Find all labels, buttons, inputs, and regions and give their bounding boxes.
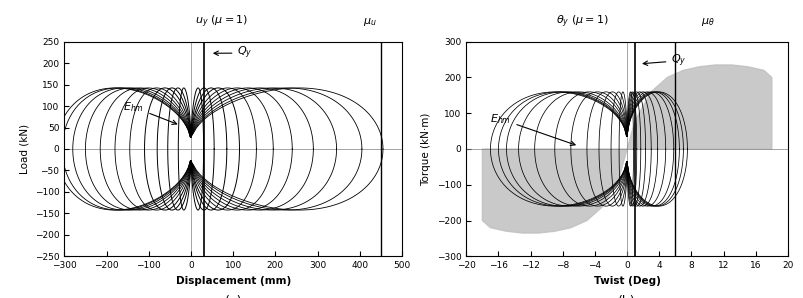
Text: (a): (a) — [224, 295, 242, 298]
Text: $E_{hm}$: $E_{hm}$ — [124, 100, 177, 124]
Polygon shape — [482, 149, 626, 233]
Text: $\mu_\theta$: $\mu_\theta$ — [699, 16, 714, 28]
Text: (b): (b) — [618, 295, 635, 298]
X-axis label: Displacement (mm): Displacement (mm) — [175, 276, 291, 286]
Polygon shape — [626, 65, 771, 149]
Text: $\theta_y\ (\mu = 1)$: $\theta_y\ (\mu = 1)$ — [556, 13, 609, 30]
Text: $Q_y$: $Q_y$ — [642, 52, 686, 69]
Text: $\mu_u$: $\mu_u$ — [362, 16, 377, 28]
Text: $u_y\ (\mu = 1)$: $u_y\ (\mu = 1)$ — [194, 13, 247, 30]
Y-axis label: Load (kN): Load (kN) — [19, 124, 29, 174]
Y-axis label: Torque (kN·m): Torque (kN·m) — [421, 112, 430, 186]
Text: $Q_y$: $Q_y$ — [214, 45, 252, 61]
Text: $E_{hm}$: $E_{hm}$ — [490, 112, 574, 145]
X-axis label: Twist (Deg): Twist (Deg) — [593, 276, 660, 286]
